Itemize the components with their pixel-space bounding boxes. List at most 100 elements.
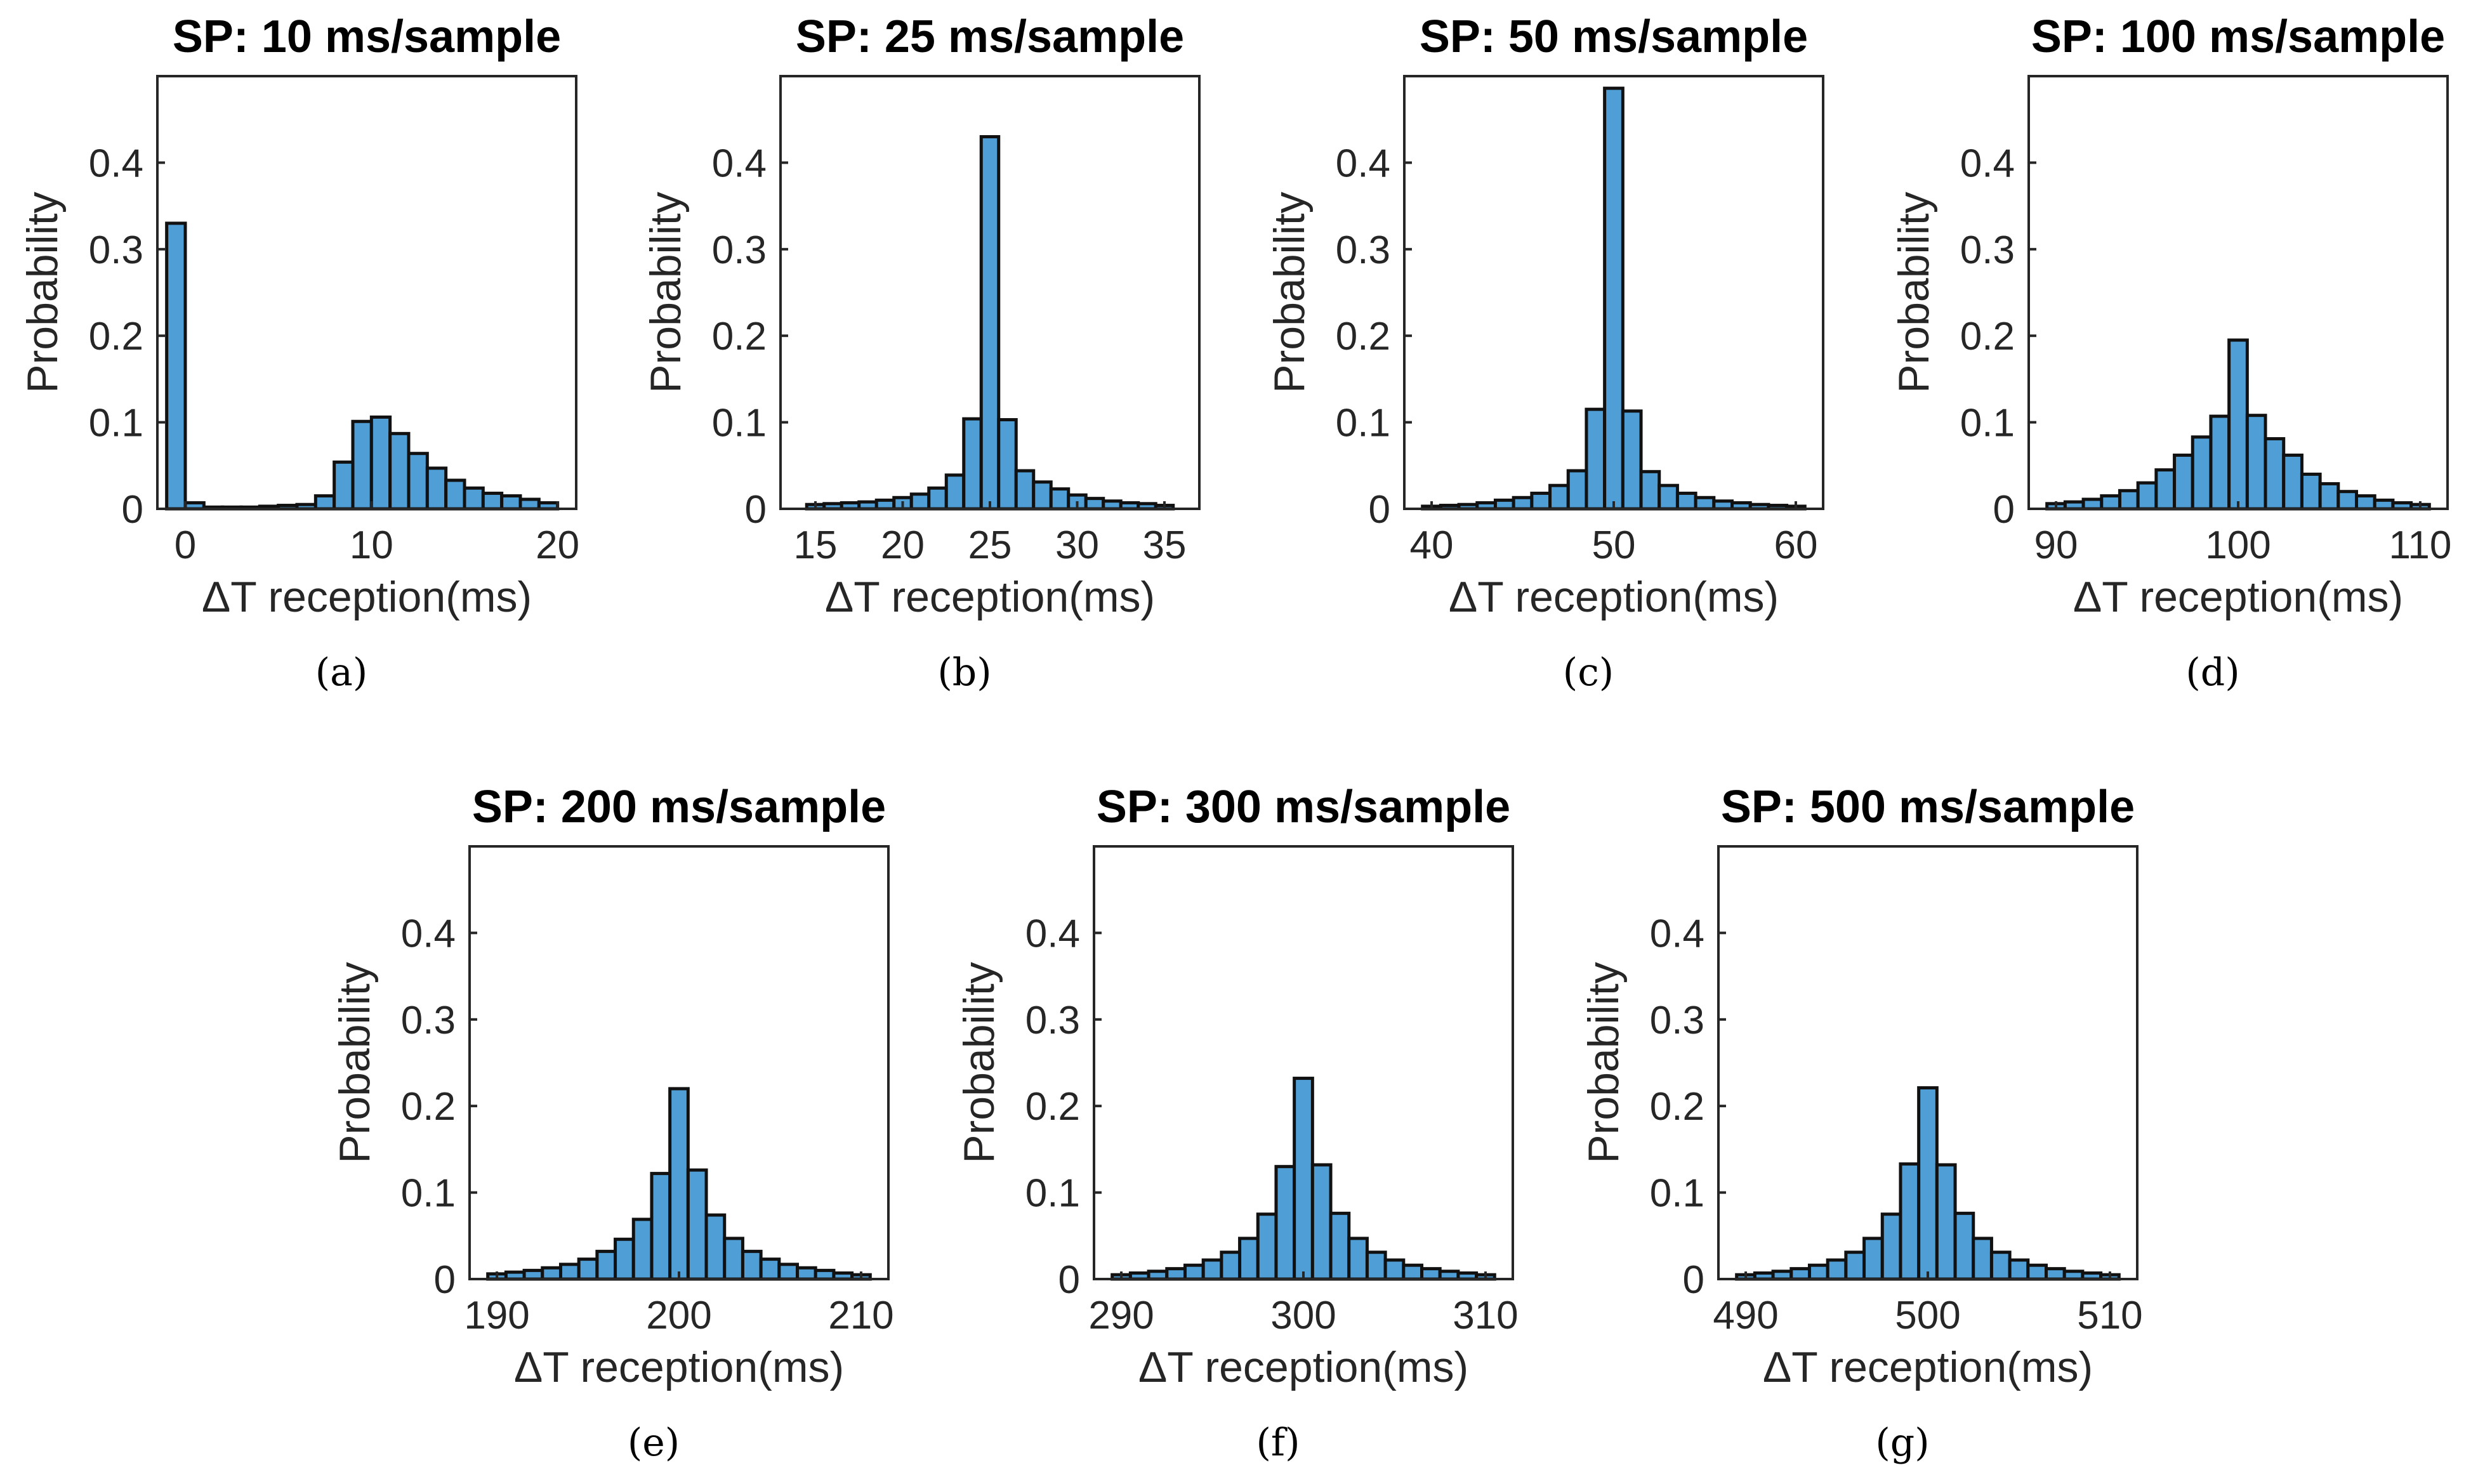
bar-f-16 [1402,1263,1424,1281]
bar-e-17 [796,1266,817,1281]
bar-g-12 [1953,1211,1975,1281]
caption-a: (a) [315,650,368,695]
ytick-label-f-0: 0 [1058,1258,1080,1302]
xtick-label-c-0: 40 [1410,523,1454,567]
ytick-label-a-1: 0.1 [89,402,143,445]
ytick-label-f-3: 0.3 [1025,999,1080,1042]
ytick-label-d-0: 0 [1993,488,2015,532]
caption-b: (b) [937,650,991,695]
xtick-label-a-1: 10 [350,523,393,567]
bar-g-3 [1789,1267,1811,1281]
xlabel-a: ΔT reception(ms) [202,573,532,621]
bar-f-5 [1201,1258,1223,1281]
ylabel-b: Probability [642,192,690,393]
bar-e-6 [595,1249,617,1281]
bar-g-9 [1899,1162,1921,1281]
xtick-label-f-1: 300 [1270,1294,1336,1337]
bar-b-16 [1084,497,1105,511]
bar-d-2 [2081,497,2104,511]
bar-g-13 [1972,1237,1993,1281]
xlabel-f: ΔT reception(ms) [1138,1343,1468,1391]
ytick-label-a-2: 0.2 [89,315,143,358]
bar-a-17 [481,491,504,511]
ytick-label-c-0: 0 [1369,488,1390,532]
ytick-label-c-4: 0.4 [1336,141,1390,185]
ylabel-e: Probability [331,962,379,1164]
bar-d-10 [2227,338,2249,511]
bar-b-9 [962,417,983,511]
ytick-label-a-4: 0.4 [89,141,143,185]
title-f: SP: 300 ms/sample [1097,782,1510,832]
xtick-label-e-0: 190 [464,1294,529,1337]
bar-g-16 [2026,1263,2048,1281]
title-e: SP: 200 ms/sample [472,782,886,832]
ytick-label-d-4: 0.4 [1960,141,2015,185]
bar-e-4 [558,1263,581,1281]
bar-e-7 [614,1237,635,1281]
bar-f-10 [1293,1077,1314,1281]
xtick-label-c-1: 50 [1592,523,1636,567]
bar-f-4 [1183,1263,1205,1281]
xtick-label-g-2: 510 [2077,1294,2142,1337]
bar-b-8 [944,473,966,511]
xlabel-e: ΔT reception(ms) [514,1343,844,1391]
caption-f: (f) [1256,1421,1300,1465]
ytick-label-b-2: 0.2 [712,315,767,358]
bar-d-12 [2264,437,2286,511]
ylabel-d: Probability [1890,192,1938,393]
bar-a-12 [388,431,411,511]
bar-g-14 [1989,1251,2012,1281]
bar-e-8 [631,1218,654,1281]
bar-f-3 [1165,1267,1187,1281]
ytick-label-e-4: 0.4 [401,912,456,955]
bar-c-9 [1585,407,1607,511]
xlabel-d: ΔT reception(ms) [2073,573,2403,621]
xtick-label-b-1: 20 [881,523,925,567]
xtick-label-a-2: 20 [536,523,579,567]
bar-a-19 [518,497,541,511]
bar-g-11 [1935,1163,1957,1281]
bar-d-18 [2373,498,2395,511]
bar-e-9 [650,1172,672,1281]
xlabel-g: ΔT reception(ms) [1763,1343,2093,1391]
xtick-label-d-0: 90 [2034,523,2078,567]
ytick-label-d-1: 0.1 [1960,402,2015,445]
bar-c-11 [1621,409,1643,511]
caption-d: (d) [2185,650,2239,695]
title-b: SP: 25 ms/sample [796,11,1184,62]
ytick-label-g-3: 0.3 [1650,999,1704,1042]
ytick-label-c-1: 0.1 [1336,402,1390,445]
bar-d-17 [2355,494,2376,511]
title-g: SP: 500 ms/sample [1721,782,2135,832]
title-d: SP: 100 ms/sample [2031,11,2445,62]
bar-g-5 [1826,1258,1848,1281]
panel-a: 0 0.1 0.2 0.3 0.4 0 10 20 SP: 10 ms/sample ΔT rec… [18,11,579,695]
xlabel-c: ΔT reception(ms) [1449,573,1779,621]
ytick-label-f-4: 0.4 [1025,912,1080,955]
bar-e-10 [668,1087,690,1281]
xtick-label-a-0: 0 [175,523,196,567]
bar-c-13 [1657,483,1679,511]
xtick-label-e-2: 210 [828,1294,893,1337]
ytick-label-g-0: 0 [1683,1258,1704,1302]
ytick-label-b-1: 0.1 [712,402,767,445]
xtick-label-c-2: 60 [1774,523,1817,567]
bar-d-5 [2136,481,2158,511]
bar-c-10 [1603,86,1625,511]
bar-d-15 [2318,482,2340,511]
panel-d: 0 0.1 0.2 0.3 0.4 90 100 110 SP: 100 ms/sample ΔT… [1890,11,2451,695]
bar-c-4 [1493,498,1515,511]
panel-b: 0 0.1 0.2 0.3 0.4 15 20 25 30 35 SP: 25 ms/sample Δ… [642,11,1201,695]
bar-c-12 [1639,469,1661,511]
xtick-label-b-0: 15 [794,523,838,567]
title-a: SP: 10 ms/sample [173,11,561,62]
bar-f-17 [1420,1267,1442,1281]
xtick-label-f-0: 290 [1088,1294,1154,1337]
bar-e-3 [541,1266,562,1281]
plot-frame-a [156,75,577,510]
ytick-label-b-0: 0 [745,488,767,532]
bar-f-6 [1220,1251,1242,1281]
title-c: SP: 50 ms/sample [1420,11,1808,62]
bar-a-18 [500,494,522,511]
